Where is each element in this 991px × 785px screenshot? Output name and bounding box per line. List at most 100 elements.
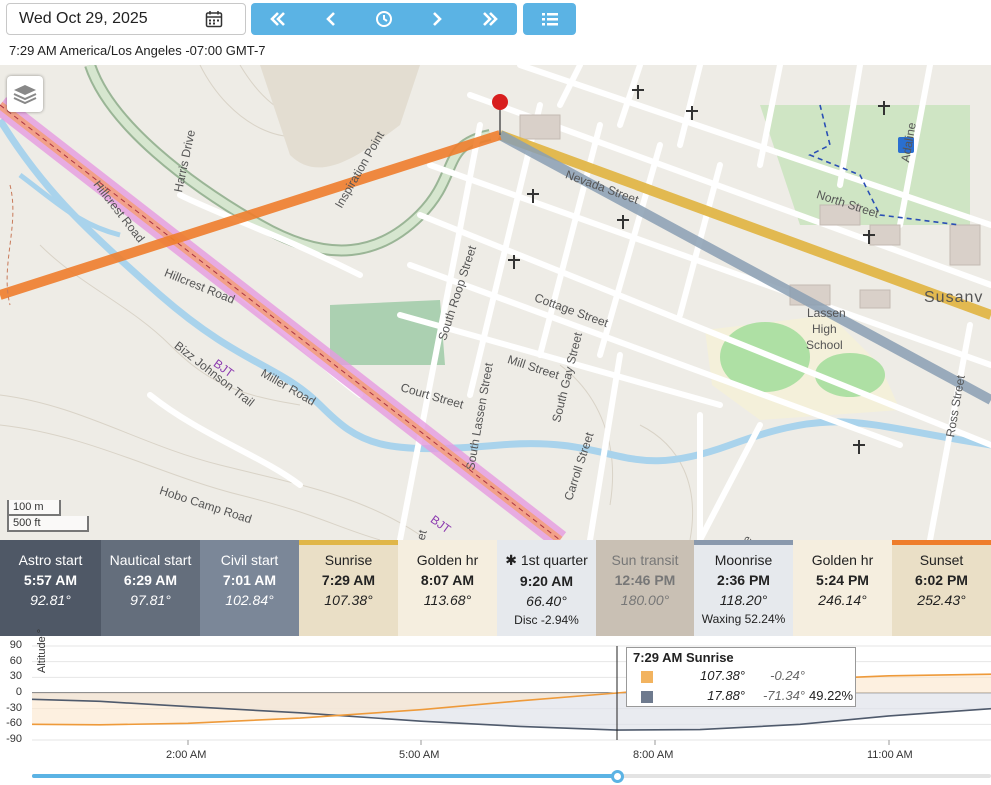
- event-time: 7:29 AM: [321, 572, 376, 588]
- step-forward-button[interactable]: [411, 3, 464, 35]
- event-card[interactable]: Civil start 7:01 AM 102.84°: [200, 540, 299, 636]
- event-azimuth: 102.84°: [225, 592, 274, 608]
- calendar-icon[interactable]: [205, 10, 223, 28]
- map-scale: 100 m 500 ft: [7, 500, 89, 532]
- school-label-2: High: [812, 322, 837, 336]
- event-azimuth: 107.38°: [324, 592, 373, 608]
- sun-azimuth: 107.38°: [700, 668, 745, 683]
- y-tick-label: -30: [6, 701, 22, 714]
- event-azimuth: 97.81°: [130, 592, 171, 608]
- moon-illumination: 49.22%: [809, 688, 854, 703]
- y-axis-title: Altitude °: [36, 628, 48, 673]
- moon-series-line: [31, 698, 991, 731]
- event-extra: Waxing 52.24%: [701, 612, 786, 626]
- timezone-line: 7:29 AM America/Los Angeles -07:00 GMT-7: [9, 43, 266, 58]
- double-chevron-right-icon: [483, 12, 499, 26]
- time-slider-fill: [32, 774, 618, 778]
- date-picker[interactable]: Wed Oct 29, 2025: [6, 3, 246, 35]
- event-card[interactable]: Sunrise 7:29 AM 107.38°: [299, 540, 398, 636]
- event-time: 5:57 AM: [23, 572, 78, 588]
- scale-meters: 100 m: [7, 500, 61, 516]
- sun-altitude: -0.24°: [770, 668, 805, 683]
- toolbar: Wed Oct 29, 2025: [0, 0, 991, 40]
- event-time: 9:20 AM: [519, 573, 574, 589]
- list-icon: [541, 13, 558, 26]
- school-label-1: Lassen: [807, 306, 846, 320]
- event-time: 12:46 PM: [614, 572, 676, 588]
- place-label: Susanv: [924, 289, 984, 306]
- moon-altitude: -71.34°: [762, 688, 805, 703]
- event-name: Nautical start: [109, 552, 192, 568]
- event-name: Sunrise: [324, 552, 373, 568]
- time-slider-track[interactable]: [32, 774, 991, 778]
- event-name: Astro start: [18, 552, 83, 568]
- event-azimuth: 118.20°: [719, 592, 768, 608]
- event-time: 5:24 PM: [816, 572, 869, 588]
- y-tick-label: 90: [9, 639, 22, 651]
- event-card[interactable]: Sun transit 12:46 PM 180.00°: [596, 540, 694, 636]
- jump-back-button[interactable]: [251, 3, 304, 35]
- event-card[interactable]: Astro start 5:57 AM 92.81°: [0, 540, 101, 636]
- event-card[interactable]: Nautical start 6:29 AM 97.81°: [101, 540, 200, 636]
- sun-swatch: [641, 671, 653, 683]
- event-time: 8:07 AM: [420, 572, 475, 588]
- y-tick-label: 60: [9, 654, 22, 667]
- moon-swatch: [641, 691, 653, 703]
- scale-feet: 500 ft: [7, 516, 89, 532]
- event-azimuth: 180.00°: [620, 592, 670, 608]
- map-base: [0, 65, 991, 540]
- clock-icon: [376, 11, 392, 27]
- event-accent: [694, 540, 793, 545]
- graph-tooltip: 7:29 AM Sunrise 107.38° -0.24° 17.88° -7…: [626, 647, 856, 707]
- event-azimuth: 66.40°: [526, 593, 567, 609]
- event-name: Sun transit: [611, 552, 679, 568]
- chevron-left-icon: [325, 12, 335, 26]
- event-strip: Astro start 5:57 AM 92.81° Nautical start 6:…: [0, 540, 991, 636]
- tooltip-sun-row: 107.38° -0.24°: [641, 668, 851, 686]
- layers-icon: [13, 85, 37, 105]
- event-time: 2:36 PM: [717, 572, 770, 588]
- event-time: 6:29 AM: [123, 572, 178, 588]
- time-navigation: [251, 3, 517, 35]
- y-tick-label: -90: [6, 733, 22, 745]
- y-tick-label: -60: [6, 717, 22, 730]
- event-card[interactable]: Golden hr 5:24 PM 246.14°: [793, 540, 892, 636]
- event-card[interactable]: ✱ 1st quarter 9:20 AM 66.40° Disc -2.94%: [497, 540, 596, 636]
- event-time: 6:02 PM: [915, 572, 968, 588]
- event-card[interactable]: Golden hr 8:07 AM 113.68°: [398, 540, 497, 636]
- event-card[interactable]: Moonrise 2:36 PM 118.20° Waxing 52.24%: [694, 540, 793, 636]
- moon-azimuth: 17.88°: [707, 688, 745, 703]
- time-slider-handle[interactable]: [610, 770, 624, 783]
- x-tick-label: 8:00 AM: [633, 749, 674, 761]
- now-button[interactable]: [357, 3, 410, 35]
- school-label-3: School: [806, 338, 843, 352]
- event-extra: Disc -2.94%: [514, 613, 579, 627]
- event-time: 7:01 AM: [222, 572, 277, 588]
- x-tick-label: 2:00 AM: [166, 749, 207, 761]
- tooltip-title: 7:29 AM Sunrise: [633, 650, 734, 665]
- list-button[interactable]: [523, 3, 576, 35]
- event-name: Moonrise: [714, 552, 773, 568]
- layers-button[interactable]: [7, 76, 43, 112]
- event-card[interactable]: Sunset 6:02 PM 252.43°: [892, 540, 991, 636]
- event-azimuth: 252.43°: [917, 592, 966, 608]
- event-azimuth: 246.14°: [818, 592, 867, 608]
- event-name: ✱ 1st quarter: [505, 552, 588, 568]
- x-tick-label: 11:00 AM: [867, 749, 913, 761]
- y-tick-label: 0: [15, 686, 22, 698]
- event-name: Golden hr: [811, 552, 874, 568]
- event-name: Golden hr: [416, 552, 479, 568]
- event-name: Sunset: [919, 552, 964, 568]
- event-azimuth: 92.81°: [30, 592, 71, 608]
- event-accent: [892, 540, 991, 545]
- map-view[interactable]: Hillcrest Road Hillcrest Road Harris Drive…: [0, 65, 991, 540]
- step-back-button[interactable]: [304, 3, 357, 35]
- jump-forward-button[interactable]: [464, 3, 517, 35]
- y-tick-label: 30: [9, 670, 22, 683]
- tooltip-moon-row: 17.88° -71.34° 49.22%: [641, 688, 854, 706]
- event-azimuth: 113.68°: [423, 592, 472, 608]
- x-tick-label: 5:00 AM: [399, 749, 440, 761]
- date-text: Wed Oct 29, 2025: [19, 10, 148, 27]
- event-name: Civil start: [220, 552, 279, 568]
- double-chevron-left-icon: [269, 12, 285, 26]
